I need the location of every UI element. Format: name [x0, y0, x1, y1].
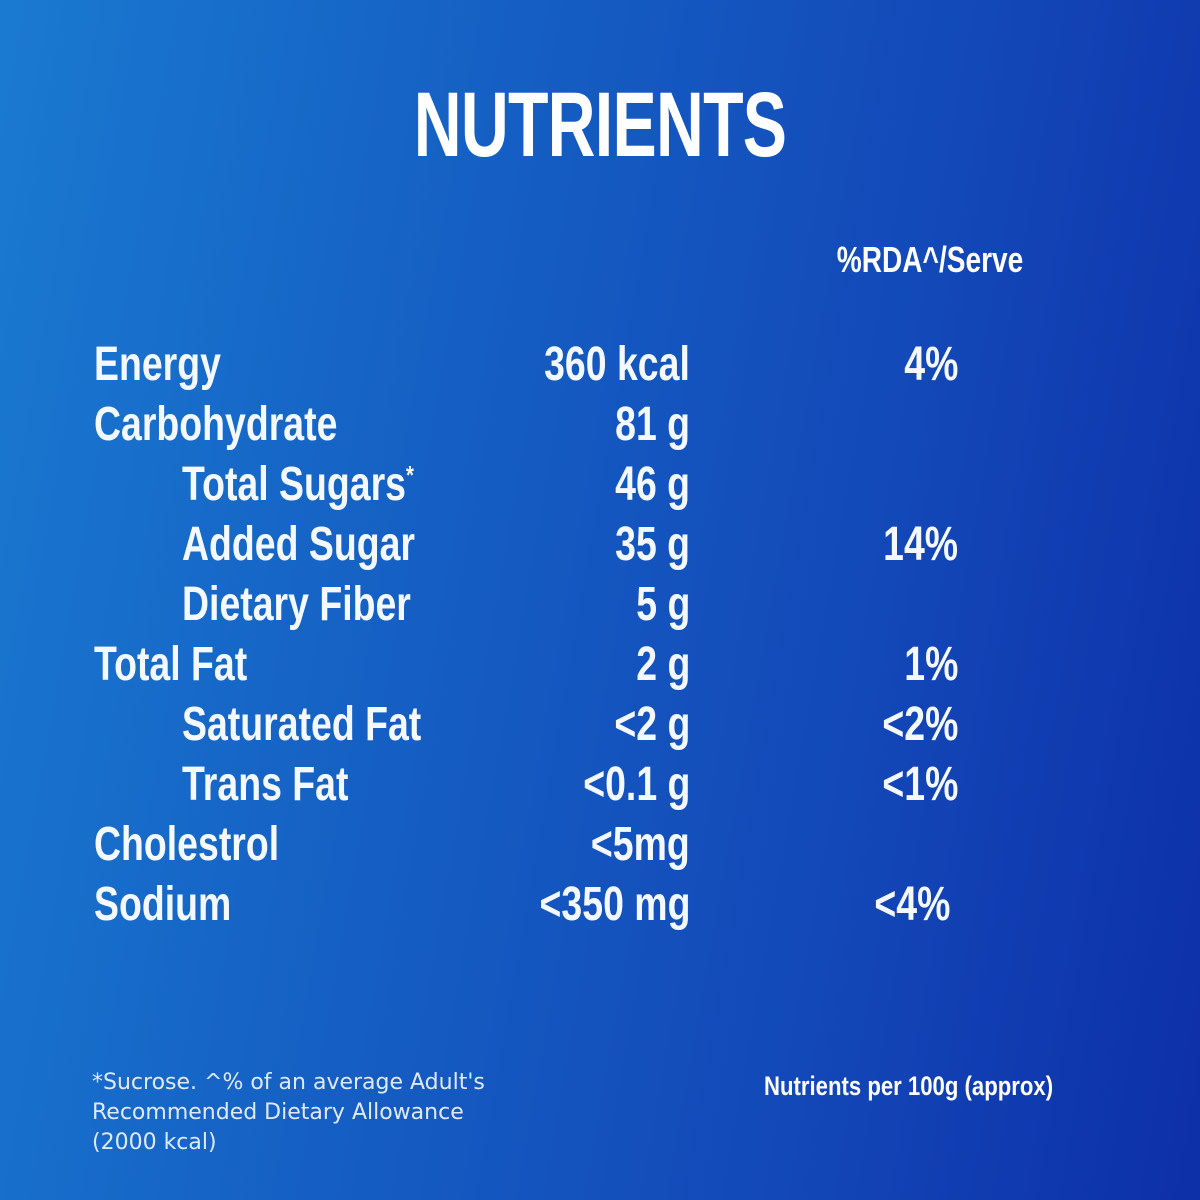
footnote-line: *Sucrose. ^% of an average Adult's — [92, 1070, 485, 1095]
nutrient-amount: 5 g — [635, 578, 690, 631]
nutrient-table: Energy 360 kcal 4% Carbohydrate 81 g Tot… — [0, 335, 1200, 935]
nutrient-amount: 2 g — [635, 638, 690, 691]
table-row: Total Fat 2 g 1% — [0, 635, 1200, 695]
nutrient-amount: <350 mg — [539, 878, 690, 931]
table-row: Cholestrol <5mg — [0, 815, 1200, 875]
nutrient-rda: 1% — [903, 638, 958, 691]
nutrient-rda: <4% — [874, 878, 950, 931]
nutrient-name: Cholestrol — [94, 818, 280, 871]
table-row: Total Sugars* 46 g — [0, 455, 1200, 515]
table-row: Saturated Fat <2 g <2% — [0, 695, 1200, 755]
nutrient-name: Dietary Fiber — [182, 578, 411, 631]
nutrient-amount: <0.1 g — [582, 758, 690, 811]
nutrient-amount: 46 g — [615, 458, 690, 511]
footnote-line: (2000 kcal) — [92, 1130, 217, 1155]
nutrient-amount: <2 g — [614, 698, 690, 751]
per-100g-note: Nutrients per 100g (approx) — [764, 1071, 1054, 1101]
nutrient-name: Carbohydrate — [94, 398, 338, 451]
nutrient-amount: 35 g — [615, 518, 690, 571]
nutrient-name: Sodium — [94, 878, 232, 931]
page-title: NUTRIENTS — [413, 74, 787, 176]
rda-column-header: %RDA^/Serve — [836, 239, 1024, 280]
table-row: Carbohydrate 81 g — [0, 395, 1200, 455]
nutrient-name-wrap: Total Sugars* — [182, 455, 414, 515]
footnote-mark: * — [405, 460, 414, 490]
table-row: Trans Fat <0.1 g <1% — [0, 755, 1200, 815]
nutrient-rda: <2% — [882, 698, 958, 751]
nutrient-name: Trans Fat — [182, 758, 349, 811]
footnote-line: Recommended Dietary Allowance — [92, 1100, 464, 1125]
nutrient-rda: <1% — [882, 758, 958, 811]
table-row: Dietary Fiber 5 g — [0, 575, 1200, 635]
nutrient-name: Added Sugar — [182, 518, 415, 571]
nutrient-name: Energy — [94, 338, 221, 391]
nutrient-name: Total Sugars — [182, 458, 406, 511]
table-row: Energy 360 kcal 4% — [0, 335, 1200, 395]
nutrient-name: Total Fat — [94, 638, 248, 691]
footnote: *Sucrose. ^% of an average Adult's Recom… — [92, 1068, 572, 1158]
nutrient-rda: 14% — [883, 518, 958, 571]
nutrient-amount: 360 kcal — [544, 338, 690, 391]
nutrient-amount: 81 g — [615, 398, 690, 451]
nutrient-rda: 4% — [903, 338, 958, 391]
nutrient-name: Saturated Fat — [182, 698, 422, 751]
table-row: Sodium <350 mg <4% — [0, 875, 1200, 935]
table-row: Added Sugar 35 g 14% — [0, 515, 1200, 575]
nutrient-amount: <5mg — [591, 818, 690, 871]
